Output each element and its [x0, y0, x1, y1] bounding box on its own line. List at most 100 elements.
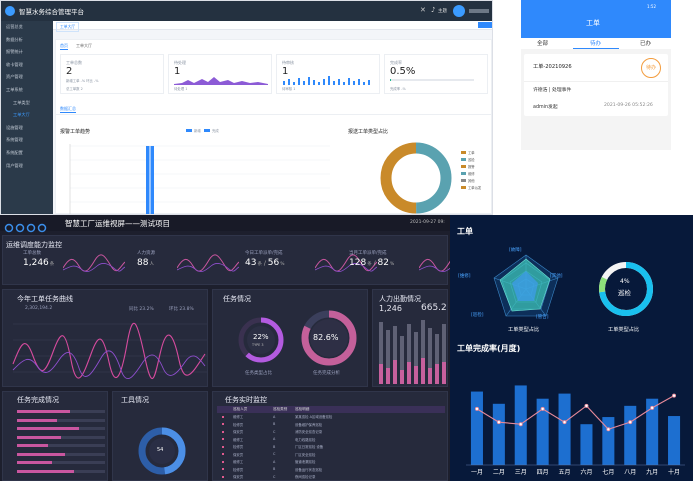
stat-card-pending: 待处理 1 待处理 1 — [168, 54, 272, 94]
legend-item: 维修 — [461, 170, 489, 177]
rate-line-point — [650, 405, 655, 410]
legend-swatch — [461, 186, 466, 189]
tool-donut — [138, 427, 186, 475]
sidebar-item[interactable]: 工单大厅 — [13, 112, 30, 118]
table-row[interactable]: 保安员 C 夜间巡检记录 — [217, 473, 445, 481]
sidebar-item[interactable]: 工单系统 — [6, 86, 23, 92]
sidebar-item[interactable]: 设施管理 — [6, 124, 23, 130]
legend-label: 维修 — [468, 172, 475, 176]
row-dot — [222, 415, 224, 418]
finish-progress-fill — [17, 410, 70, 413]
tool-panel: 工具情况 54 — [112, 391, 208, 481]
table-row[interactable]: 维修工 A 管道泄漏巡检 — [217, 458, 445, 466]
sidebar-item[interactable]: 运营总览 — [6, 24, 23, 29]
stat-card-review: 待审核 1 待审核 1 — [276, 54, 380, 94]
table-cell — [217, 445, 231, 449]
workorder-card[interactable]: 工单-20210926 待办 许德浩 | 处理事件 admin发起 2021-0… — [524, 54, 668, 116]
close-icon[interactable]: ✕ — [420, 6, 426, 14]
kpi-unit: 条 — [49, 262, 55, 267]
table-row[interactable]: 检修员 B 设备运行状态巡检 — [217, 466, 445, 474]
capability-panel: 运维调度能力监控 工单总数 1,246条 人力资源 88人 今日工单派单/完成 43条 /… — [2, 235, 450, 285]
rate-tick-label: 一月 — [471, 469, 483, 476]
rate-line — [476, 395, 675, 430]
table-cell: 消防安全巡查记录 — [295, 430, 323, 435]
table-row[interactable]: 维修工 A 电力线路巡检 — [217, 436, 445, 444]
tab-done[interactable]: 已办 — [640, 41, 652, 47]
sidebar-item[interactable]: 报警统计 — [6, 49, 23, 55]
logo-icon — [4, 218, 48, 233]
inner-tab-hall[interactable]: 工单大厅 — [76, 43, 92, 48]
tab-menu-button[interactable] — [478, 22, 492, 28]
created-time: 2021-09-26 05:52:26 — [604, 103, 653, 108]
rate-tick-label: 三月 — [515, 469, 527, 476]
table-row[interactable]: 检修员 B 厂区日常巡检 设备 — [217, 443, 445, 451]
task-caption: 任务类型占比 — [245, 371, 272, 376]
radar-label-repair: [维修] — [458, 274, 471, 279]
table-cell: 设备运行状态巡检 — [295, 467, 323, 472]
kpi-label: 工单总数 — [23, 251, 41, 256]
stat-value: 1 — [282, 66, 289, 77]
legend-swatch — [461, 158, 466, 161]
tool-center-value: 54 — [157, 447, 164, 453]
sidebar-item[interactable]: 工单类型 — [13, 99, 30, 105]
bell-icon[interactable]: ♪ — [431, 6, 436, 14]
avatar[interactable] — [453, 5, 465, 17]
ops-screen-panel: 智慧工厂运维视屏——测试项目 2021-09-27 09: 运维调度能力监控 工… — [0, 215, 450, 481]
sidebar-item[interactable]: 用户管理 — [6, 162, 23, 168]
stat-foot: 完成率 -% — [390, 87, 406, 91]
rate-bar — [646, 398, 659, 465]
sidebar-item[interactable]: 系统配置 — [6, 149, 23, 155]
finish-progress-fill — [17, 435, 61, 439]
trend-legend-mom: 环比 23.8% — [169, 307, 194, 312]
rate-bar — [492, 403, 505, 465]
tab-workorder-hall[interactable]: 工单大厅 — [56, 22, 80, 32]
row-dot — [222, 475, 224, 478]
legend-label: 其他 — [468, 179, 475, 183]
realtime-panel: 任务实时监控 巡检人员 巡检类别 巡检明细 维修工 A 某某巡检 A区域设备巡检 检修员 B 设… — [212, 391, 448, 481]
finish-progress-fill — [17, 461, 53, 464]
rate-progress-track — [390, 79, 474, 81]
gauge-pct: 4% — [620, 278, 630, 285]
table-cell — [217, 475, 231, 479]
row-dot — [222, 430, 224, 433]
tab-all[interactable]: 全部 — [537, 41, 549, 47]
sidebar-item[interactable]: 收卡管理 — [6, 61, 23, 67]
capability-title: 运维调度能力监控 — [6, 241, 62, 249]
finish-progress — [17, 418, 105, 422]
labor-value-b: 665.2 — [421, 303, 447, 313]
finish-progress-fill — [17, 444, 48, 447]
stat-label: 待处理 — [174, 60, 186, 65]
legend-swatch-done — [204, 129, 210, 132]
rate-tick-label: 九月 — [646, 468, 658, 476]
table-row[interactable]: 维修工 A 某某巡检 A区域设备巡检 — [217, 413, 445, 421]
stat-value: 2 — [66, 66, 73, 77]
finish-progress-fill — [17, 469, 75, 473]
inner-tab-home[interactable]: 首页 — [60, 43, 68, 50]
stat-foot: 待审核 1 — [282, 87, 296, 91]
kpi-card: 当月工单派单/完成 128条 / 82% — [349, 250, 450, 284]
user-name-placeholder[interactable] — [469, 9, 489, 13]
table-header-cell: 巡检明细 — [295, 407, 310, 411]
table-cell: 检修员 — [233, 467, 244, 472]
sidebar-item[interactable]: 资产管理 — [6, 74, 23, 80]
section-tab-summary[interactable]: 数据汇总 — [60, 106, 76, 113]
finish-progress — [17, 469, 105, 473]
theme-switch[interactable]: 主题 — [438, 9, 447, 14]
trend-bar-new — [146, 146, 150, 214]
table-row[interactable]: 检修员 B 设备维护保养巡检 — [217, 421, 445, 429]
finish-progress-fill — [17, 418, 57, 422]
task-done-pct: 82.6% — [313, 333, 339, 342]
table-cell: 管道泄漏巡检 — [295, 460, 316, 465]
kpi-label: 今日工单派单/完成 — [245, 251, 283, 256]
sidebar-item[interactable]: 系统管理 — [6, 137, 23, 143]
kpi-unit: 条 — [257, 262, 262, 267]
table-row[interactable]: 保安员 C 厂区安全巡检 — [217, 451, 445, 459]
table-cell: 设备维护保养巡检 — [295, 422, 323, 427]
rate-bar — [580, 424, 593, 465]
sidebar-item[interactable]: 数据分析 — [6, 36, 23, 42]
tab-todo[interactable]: 待办 — [590, 41, 602, 47]
admin-content: 首页 工单大厅 工单总数 2 新增工单 -% 环比 -% 总工单数 2 待处理 … — [55, 39, 492, 214]
table-row[interactable]: 保安员 C 消防安全巡查记录 — [217, 428, 445, 436]
kpi-card: 工单总数 1,246条 — [23, 250, 125, 284]
table-cell: 维修工 — [233, 437, 244, 442]
